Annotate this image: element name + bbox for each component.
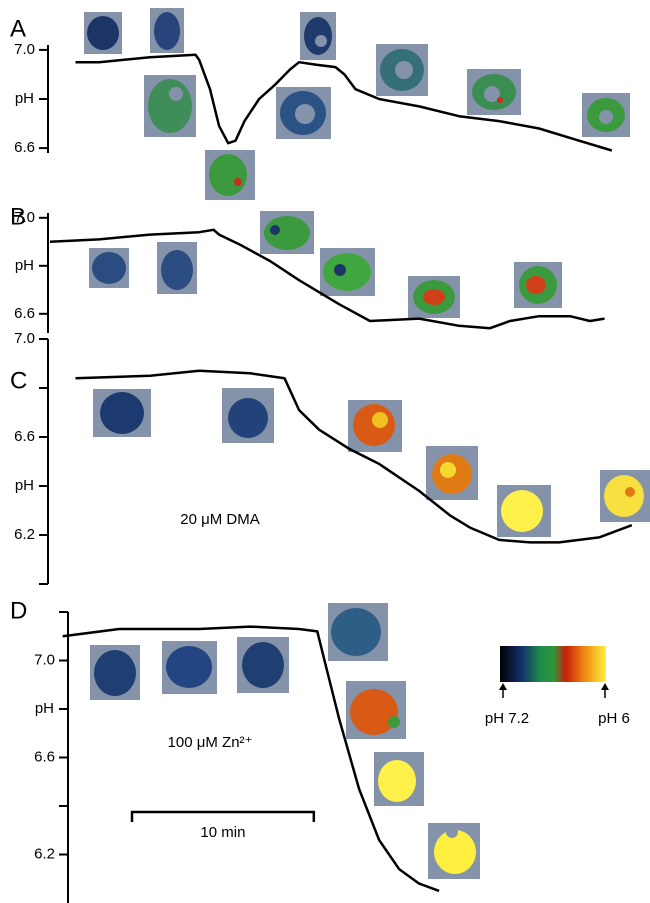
panel-label: D [10, 597, 27, 624]
y-tick-label: 6.6 [14, 428, 35, 445]
colorbar-label: pH 7.2 [485, 710, 529, 727]
y-tick-label: 7.0 [14, 330, 35, 347]
panel-label: B [10, 203, 26, 230]
colorbar-label: pH 6 [598, 710, 630, 727]
annotation: 20 μM DMA [180, 511, 260, 528]
y-tick-label: 6.2 [14, 526, 35, 543]
y-tick-label: 7.0 [34, 651, 55, 668]
trace-line [75, 53, 613, 152]
scale-bar [130, 810, 316, 822]
colorbar-arrow-head [601, 683, 609, 690]
colorbar: pH 7.2 pH 6 [485, 646, 630, 727]
cell-images [84, 8, 650, 879]
y-axis-label: pH [15, 90, 34, 107]
y-tick-label: 6.6 [14, 139, 35, 156]
y-tick-label: 6.6 [34, 748, 55, 765]
annotation: 100 μM Zn²⁺ [168, 734, 253, 751]
colorbar-arrow-head [499, 683, 507, 690]
scale-bar-label: 10 min [200, 824, 245, 841]
colorbar-gradient [500, 646, 606, 682]
y-axis-label: pH [35, 700, 54, 717]
panel-label: C [10, 367, 27, 394]
trace-line [49, 228, 605, 330]
y-tick-label: 7.0 [14, 41, 35, 58]
y-tick-label: 7.0 [14, 209, 35, 226]
y-tick-label: 6.6 [14, 305, 35, 322]
trace-line [62, 625, 440, 893]
panel-label: A [10, 15, 26, 42]
y-tick-label: 6.2 [34, 845, 55, 862]
trace-line [75, 369, 633, 544]
y-axis-label: pH [15, 257, 34, 274]
y-axis-label: pH [15, 477, 34, 494]
